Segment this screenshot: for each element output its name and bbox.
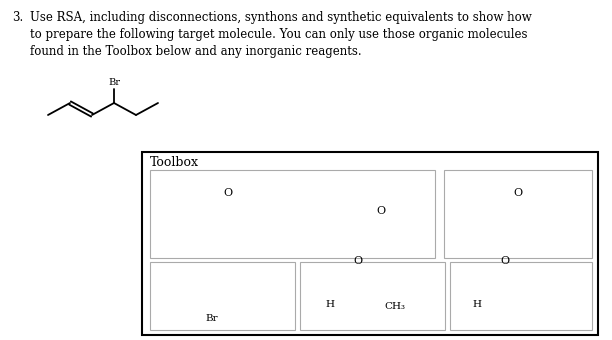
Text: H: H (472, 300, 481, 309)
Text: H: H (325, 300, 334, 309)
Text: Br: Br (108, 78, 120, 87)
Bar (450, 262, 592, 330)
Bar (150, 170, 435, 258)
Bar (300, 262, 445, 330)
Bar (150, 262, 295, 330)
Text: O: O (501, 256, 510, 266)
Text: O: O (513, 188, 523, 198)
Text: Use RSA, including disconnections, synthons and synthetic equivalents to show ho: Use RSA, including disconnections, synth… (30, 11, 532, 58)
Text: O: O (376, 206, 385, 216)
Text: Br: Br (206, 314, 218, 323)
Text: CH₃: CH₃ (384, 302, 405, 311)
Text: Toolbox: Toolbox (150, 156, 199, 169)
FancyBboxPatch shape (142, 152, 598, 335)
Text: O: O (354, 256, 362, 266)
Bar (444, 170, 592, 258)
Text: O: O (223, 188, 233, 198)
Text: 3.: 3. (12, 11, 23, 24)
